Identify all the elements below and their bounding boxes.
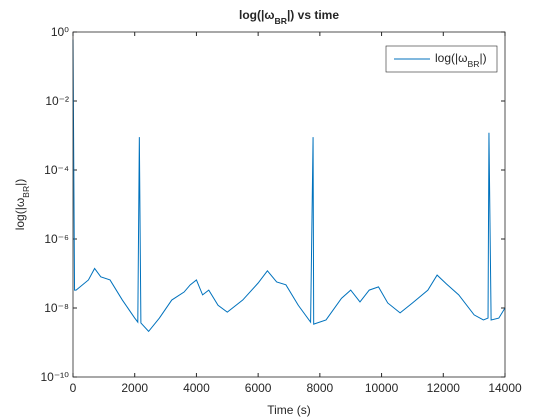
chart-title: log(|ωBR|) vs time <box>239 8 339 26</box>
y-tick-label: 10⁻⁴ <box>44 163 69 177</box>
text-run: |) <box>13 179 27 186</box>
plot-area <box>73 32 505 377</box>
x-tick-label: 10000 <box>365 381 399 395</box>
subscript: BR <box>21 186 31 198</box>
axes-box <box>72 31 506 378</box>
x-tick-label: 6000 <box>245 381 272 395</box>
x-tick-label: 8000 <box>307 381 334 395</box>
text-run: log(|ω <box>435 51 468 65</box>
x-tick-label: 2000 <box>121 381 148 395</box>
y-tick-label: 10⁻⁸ <box>44 301 69 315</box>
text-run: |) <box>479 51 486 65</box>
data-line <box>72 39 506 333</box>
y-tick-label: 10⁻¹⁰ <box>41 370 70 384</box>
subscript: BR <box>468 59 480 69</box>
subscript: BR <box>274 16 287 26</box>
text-run: |) vs time <box>287 8 339 22</box>
x-axis-label: Time (s) <box>267 403 311 417</box>
x-tick-label: 0 <box>70 381 77 395</box>
y-tick-label: 10⁻⁶ <box>44 232 69 246</box>
x-tick-label: 12000 <box>427 381 461 395</box>
y-tick-label: 10⁰ <box>51 25 69 39</box>
y-tick-label: 10⁻² <box>45 94 69 108</box>
x-tick-label: 14000 <box>488 381 522 395</box>
text-run: log(|ω <box>13 198 27 231</box>
x-tick-label: 4000 <box>183 381 210 395</box>
legend-label: log(|ωBR|) <box>435 51 487 69</box>
text-run: log(|ω <box>239 8 274 22</box>
y-axis-label: log(|ωBR|) <box>13 179 31 231</box>
